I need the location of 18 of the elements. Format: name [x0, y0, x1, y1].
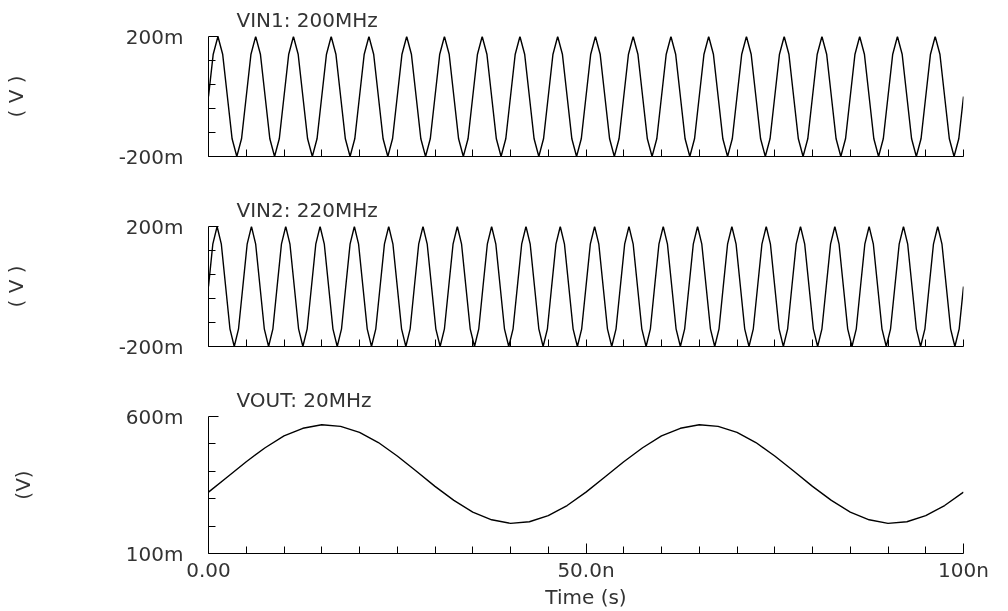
chart-title: VOUT: 20MHz [236, 387, 372, 412]
line-series [208, 226, 964, 347]
y-tick-label: -200m [118, 144, 184, 169]
y-axis-title: ( V ) [3, 265, 28, 308]
x-axis-title: Time (s) [544, 584, 627, 609]
y-tick-label: 100m [125, 541, 184, 566]
y-tick-label: 200m [125, 24, 184, 49]
y-axis-title: (V) [10, 470, 35, 500]
x-tick-label: 0.00 [186, 557, 231, 582]
y-tick-label: 600m [125, 404, 184, 429]
chart-title: VIN2: 220MHz [236, 197, 378, 222]
y-tick-label: -200m [118, 334, 184, 359]
x-tick-label: 50.0n [557, 557, 615, 582]
y-tick-label: 200m [125, 214, 184, 239]
x-tick-label: 100n [938, 557, 989, 582]
line-series [208, 36, 964, 157]
chart-title: VIN1: 200MHz [236, 7, 378, 32]
y-axis-title: ( V ) [3, 75, 28, 118]
